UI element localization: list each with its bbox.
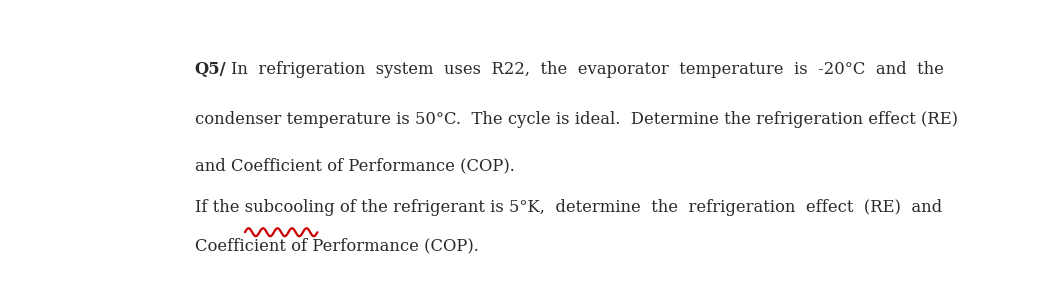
Text: condenser temperature is 50°C.  The cycle is ideal.  Determine the refrigeration: condenser temperature is 50°C. The cycle… [195, 111, 958, 128]
Text: and Coefficient of Performance (COP).: and Coefficient of Performance (COP). [195, 157, 514, 174]
Text: Coefficient of Performance (COP).: Coefficient of Performance (COP). [195, 237, 478, 254]
Text: If the subcooling of the refrigerant is 5°K,  determine  the  refrigeration  eff: If the subcooling of the refrigerant is … [195, 199, 942, 216]
Text: Q5/: Q5/ [195, 61, 226, 78]
Text: In  refrigeration  system  uses  R22,  the  evaporator  temperature  is  -20°C  : In refrigeration system uses R22, the ev… [231, 61, 944, 78]
